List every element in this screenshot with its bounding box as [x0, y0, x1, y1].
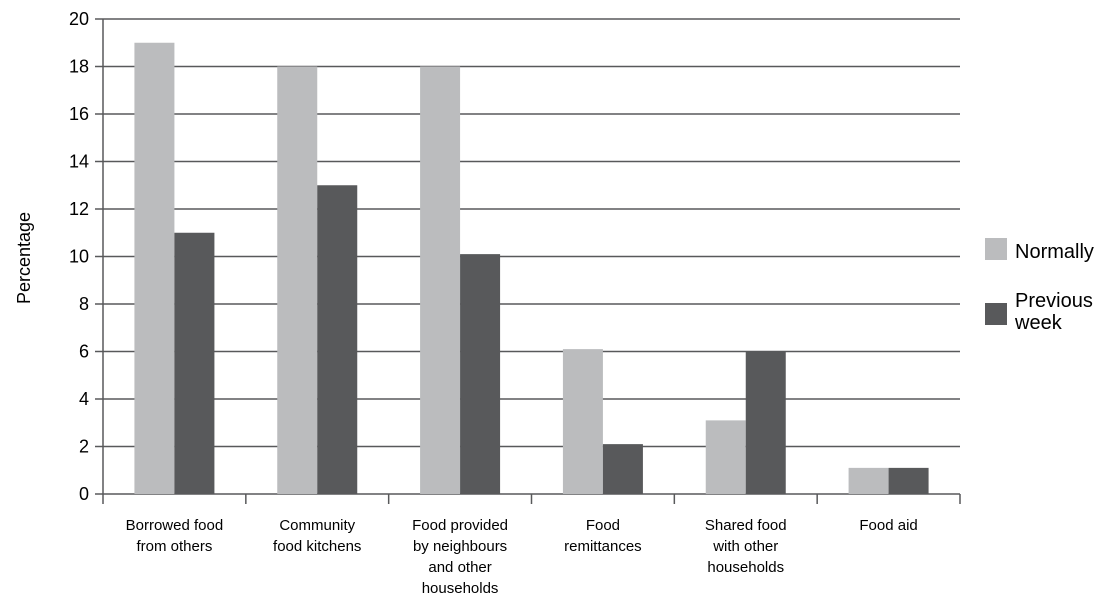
- bar-normally: [562, 349, 603, 494]
- x-category-label: Borrowed food from others: [126, 517, 224, 555]
- bar-normally: [420, 66, 461, 494]
- bar-normally: [277, 66, 318, 494]
- x-category-label: Community food kitchens: [273, 517, 361, 555]
- y-tick-label: 14: [69, 152, 89, 172]
- x-category-label: Food aid: [859, 517, 917, 534]
- bar-normally: [705, 420, 746, 494]
- x-category-label: Shared food with other households: [705, 517, 787, 576]
- bar-previous-week: [745, 351, 786, 494]
- y-tick-label: 16: [69, 104, 89, 124]
- bar-previous-week: [174, 232, 215, 494]
- y-tick-label: 8: [79, 294, 89, 314]
- x-axis: [102, 19, 961, 504]
- legend-label-previous-week: Previous week: [1014, 290, 1093, 334]
- legend-label-normally: Normally: [1015, 241, 1094, 263]
- y-tick-label: 4: [79, 389, 89, 409]
- gridlines: [95, 18, 960, 495]
- bar-normally: [848, 467, 889, 494]
- x-category-label: Food remittances: [564, 517, 642, 555]
- x-category-label: Food provided by neighbours and other house…: [412, 517, 508, 597]
- y-tick-label: 18: [69, 57, 89, 77]
- y-tick-label: 0: [79, 484, 89, 504]
- bar-previous-week: [888, 467, 929, 494]
- legend-swatch-previous-week: [985, 303, 1007, 325]
- y-tick-label: 20: [69, 9, 89, 29]
- bar-previous-week: [317, 185, 358, 494]
- bar-previous-week: [460, 254, 501, 494]
- y-axis-label: Percentage: [14, 212, 34, 304]
- y-tick-label: 12: [69, 199, 89, 219]
- legend-swatch-normally: [985, 238, 1007, 260]
- y-tick-label: 2: [79, 437, 89, 457]
- y-axis-ticks: 0 2 4 6 8 10 12 14 16 18 20: [69, 9, 89, 504]
- x-axis-labels: Borrowed food from others Community food ki…: [126, 517, 918, 597]
- bar-normally: [134, 42, 175, 494]
- bar-previous-week: [602, 444, 643, 494]
- bars: [134, 42, 929, 494]
- y-tick-label: 10: [69, 247, 89, 267]
- legend: Normally Previous week: [985, 238, 1094, 334]
- y-tick-label: 6: [79, 342, 89, 362]
